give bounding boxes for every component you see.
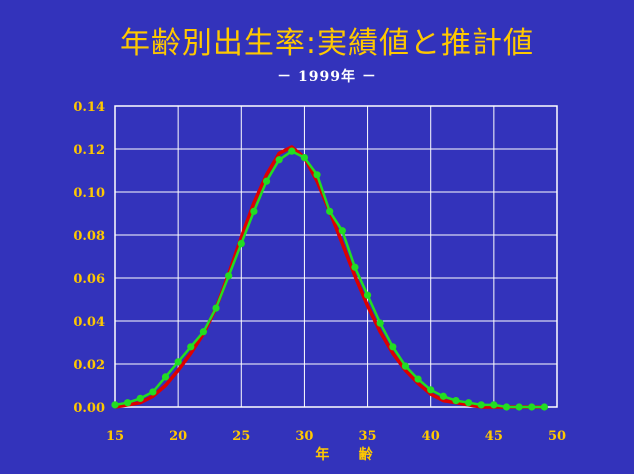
data-point xyxy=(528,403,536,411)
y-tick-label: 0.04 xyxy=(73,315,105,330)
y-tick-label: 0.12 xyxy=(73,143,105,158)
data-point xyxy=(237,240,245,248)
y-tick-label: 0.14 xyxy=(73,100,105,115)
data-point xyxy=(465,399,473,407)
x-tick-label: 50 xyxy=(548,429,566,444)
x-tick-label: 30 xyxy=(295,429,313,444)
data-point xyxy=(174,358,182,366)
data-point xyxy=(414,375,422,383)
data-point xyxy=(452,396,460,405)
x-axis-label: 年 齢 xyxy=(315,446,373,463)
data-point xyxy=(161,373,170,381)
data-point xyxy=(124,399,132,407)
data-point xyxy=(389,343,397,351)
x-tick-label: 15 xyxy=(106,429,124,444)
data-point xyxy=(250,207,258,215)
x-tick-label: 20 xyxy=(169,429,187,444)
data-point xyxy=(313,171,321,179)
data-point xyxy=(401,362,410,370)
data-point xyxy=(225,272,233,280)
data-point xyxy=(427,386,435,394)
data-point xyxy=(326,207,334,215)
data-point xyxy=(351,263,359,271)
data-point xyxy=(199,328,207,336)
chart-title: 年齢別出生率:実績値と推計値 xyxy=(119,26,535,61)
data-point xyxy=(149,388,157,396)
data-point xyxy=(477,401,485,409)
y-axis-ticks: 0.00 0.02 0.04 0.06 0.08 0.10 0.12 0.14 xyxy=(73,100,105,416)
data-point xyxy=(376,319,384,327)
data-point xyxy=(338,227,346,235)
data-point xyxy=(515,403,523,411)
data-point xyxy=(262,177,271,185)
x-axis-ticks: 15 20 25 30 35 40 45 50 xyxy=(106,429,566,444)
data-point xyxy=(212,304,220,312)
data-point xyxy=(111,401,119,409)
data-point xyxy=(439,392,447,400)
x-tick-label: 45 xyxy=(485,429,503,444)
data-point xyxy=(540,403,548,411)
chart-subtitle: － 1999年 － xyxy=(277,69,377,85)
data-point xyxy=(275,156,283,164)
x-tick-label: 35 xyxy=(359,429,377,444)
x-tick-label: 25 xyxy=(232,429,250,444)
series-group xyxy=(111,145,548,411)
y-tick-label: 0.06 xyxy=(73,272,105,287)
data-point xyxy=(363,291,372,299)
data-point xyxy=(288,147,296,155)
y-tick-label: 0.02 xyxy=(73,358,105,373)
y-tick-label: 0.10 xyxy=(73,186,105,201)
y-tick-label: 0.08 xyxy=(73,229,105,244)
grid-lines xyxy=(115,106,557,407)
data-point xyxy=(490,401,498,409)
data-point xyxy=(136,394,144,402)
data-point xyxy=(502,403,511,411)
data-point xyxy=(300,154,309,162)
data-point xyxy=(187,343,195,351)
x-tick-label: 40 xyxy=(422,429,440,444)
y-tick-label: 0.00 xyxy=(73,401,105,416)
